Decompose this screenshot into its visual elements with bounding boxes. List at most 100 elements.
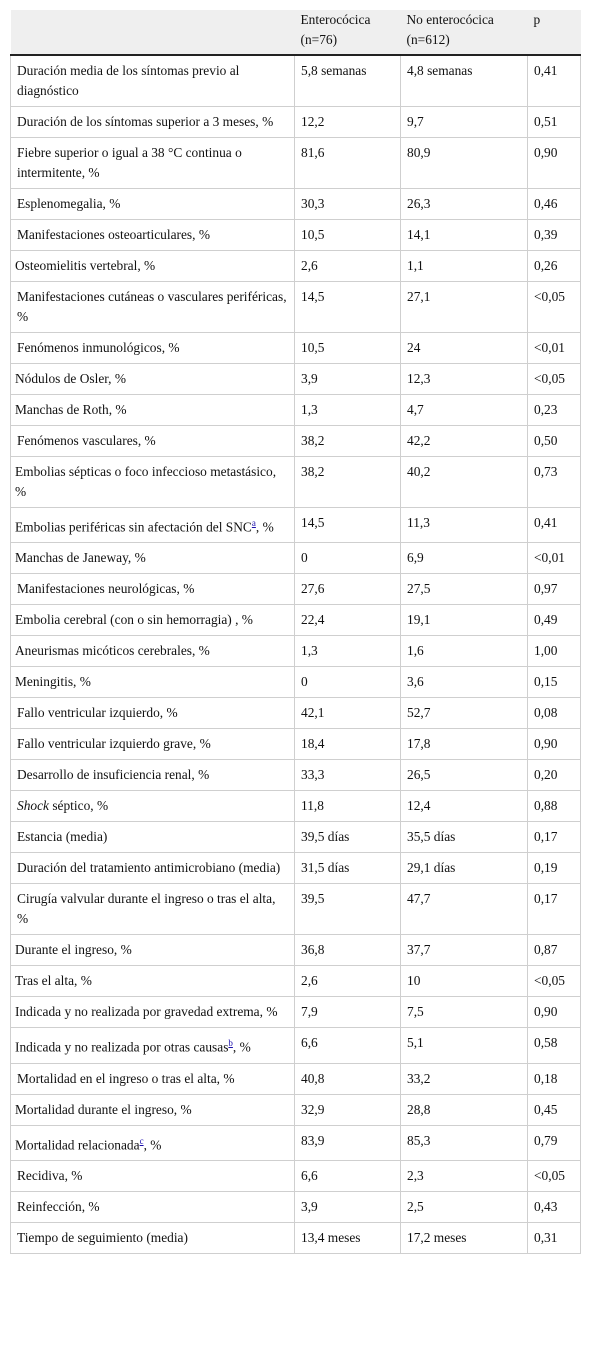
p-value: <0,05 (527, 965, 581, 998)
table-row: Mortalidad relacionadac, % 83,9 85,3 0,79 (10, 1124, 581, 1162)
table-row: Durante el ingreso, % 36,8 37,7 0,87 (10, 934, 581, 967)
table-row: Manifestaciones neurológicas, % 27,6 27,5 0… (10, 573, 581, 606)
row-label: Cirugía valvular durante el ingreso o tr… (10, 883, 295, 936)
value-non-enterococcal: 10 (400, 965, 528, 998)
value-non-enterococcal: 2,3 (400, 1160, 528, 1193)
value-non-enterococcal: 47,7 (400, 883, 528, 936)
value-non-enterococcal: 1,6 (400, 635, 528, 668)
p-value: 0,39 (527, 219, 581, 251)
value-non-enterococcal: 2,5 (400, 1191, 528, 1224)
p-value: 0,58 (527, 1027, 581, 1064)
value-enterococcal: 31,5 días (294, 852, 401, 885)
row-label: Recidiva, % (10, 1160, 295, 1193)
value-enterococcal: 39,5 (294, 883, 401, 936)
table-header-row: Enterocócica (n=76) No enterocócica (n=6… (10, 10, 581, 56)
table-row: Fenómenos inmunológicos, % 10,5 24 <0,01 (10, 332, 581, 364)
value-non-enterococcal: 35,5 días (400, 821, 528, 854)
table-row: Indicada y no realizada por otras causas… (10, 1027, 581, 1064)
p-value: 0,43 (527, 1191, 581, 1224)
p-value: 0,90 (527, 728, 581, 761)
value-non-enterococcal: 80,9 (400, 137, 528, 189)
value-non-enterococcal: 5,1 (400, 1027, 528, 1064)
row-label-text: Mortalidad relacionada (15, 1137, 140, 1153)
table-row: Nódulos de Osler, % 3,9 12,3 <0,05 (10, 363, 581, 395)
footnote-link[interactable]: c (139, 1135, 144, 1146)
p-value: 0,46 (527, 188, 581, 220)
value-non-enterococcal: 26,3 (400, 188, 528, 220)
value-non-enterococcal: 24 (400, 332, 528, 364)
p-value: <0,05 (527, 363, 581, 395)
row-label-text: Embolias periféricas sin afectación del … (15, 519, 252, 535)
row-label: Indicada y no realizada por otras causas… (10, 1027, 295, 1064)
table-row: Shock séptico, % 11,8 12,4 0,88 (10, 790, 581, 823)
value-enterococcal: 83,9 (294, 1124, 401, 1162)
table-row: Reinfección, % 3,9 2,5 0,43 (10, 1191, 581, 1224)
p-value: 0,08 (527, 697, 581, 730)
footnote-link[interactable]: b (228, 1038, 233, 1049)
row-label: Fiebre superior o igual a 38 °C continua… (10, 137, 295, 189)
p-value: 0,97 (527, 573, 581, 606)
table-row: Tiempo de seguimiento (media) 13,4 meses 1… (10, 1222, 581, 1255)
value-non-enterococcal: 4,8 semanas (400, 54, 528, 107)
value-non-enterococcal: 28,8 (400, 1093, 528, 1126)
table-row: Osteomielitis vertebral, % 2,6 1,1 0,26 (10, 250, 581, 282)
row-label-suffix: , % (143, 1137, 162, 1153)
p-value: 0,79 (527, 1124, 581, 1162)
value-enterococcal: 5,8 semanas (294, 54, 401, 107)
table-row: Manchas de Roth, % 1,3 4,7 0,23 (10, 394, 581, 426)
value-enterococcal: 18,4 (294, 728, 401, 761)
table-row: Cirugía valvular durante el ingreso o tr… (10, 883, 581, 936)
value-enterococcal: 33,3 (294, 759, 401, 792)
row-label: Fallo ventricular izquierdo, % (10, 697, 295, 730)
row-label: Meningitis, % (10, 666, 295, 699)
value-enterococcal: 3,9 (294, 1191, 401, 1224)
row-label: Manchas de Janeway, % (10, 542, 295, 575)
table-row: Duración del tratamiento antimicrobiano … (10, 852, 581, 885)
row-label-italic: Shock (17, 798, 49, 814)
p-value: 0,49 (527, 604, 581, 637)
value-enterococcal: 36,8 (294, 934, 401, 967)
value-enterococcal: 0 (294, 666, 401, 699)
value-non-enterococcal: 6,9 (400, 542, 528, 575)
row-label: Manifestaciones neurológicas, % (10, 573, 295, 606)
p-value: 0,23 (527, 394, 581, 426)
value-enterococcal: 2,6 (294, 250, 401, 282)
row-label: Nódulos de Osler, % (10, 363, 295, 395)
value-non-enterococcal: 3,6 (400, 666, 528, 699)
row-label: Estancia (media) (10, 821, 295, 854)
value-non-enterococcal: 37,7 (400, 934, 528, 967)
value-enterococcal: 7,9 (294, 996, 401, 1029)
value-non-enterococcal: 33,2 (400, 1062, 528, 1095)
value-non-enterococcal: 27,5 (400, 573, 528, 606)
row-label: Desarrollo de insuficiencia renal, % (10, 759, 295, 792)
row-label: Osteomielitis vertebral, % (10, 250, 295, 282)
p-value: <0,05 (527, 1160, 581, 1193)
table-row: Estancia (media) 39,5 días 35,5 días 0,17 (10, 821, 581, 854)
value-enterococcal: 1,3 (294, 635, 401, 668)
row-label: Embolias sépticas o foco infeccioso meta… (10, 456, 295, 508)
row-label: Embolias periféricas sin afectación del … (10, 506, 295, 544)
footnote-link[interactable]: a (251, 518, 256, 528)
p-value: 0,26 (527, 250, 581, 282)
p-value: 0,18 (527, 1062, 581, 1095)
value-enterococcal: 13,4 meses (294, 1222, 401, 1255)
row-label-suffix: séptico, % (48, 798, 109, 814)
row-label: Reinfección, % (10, 1191, 295, 1224)
table-row: Manifestaciones osteoarticulares, % 10,5 1… (10, 219, 581, 251)
row-label: Embolia cerebral (con o sin hemorragia) … (10, 604, 295, 637)
value-non-enterococcal: 1,1 (400, 250, 528, 282)
value-non-enterococcal: 42,2 (400, 425, 528, 457)
value-non-enterococcal: 11,3 (400, 506, 528, 544)
value-enterococcal: 42,1 (294, 697, 401, 730)
value-enterococcal: 2,6 (294, 965, 401, 998)
value-non-enterococcal: 17,8 (400, 728, 528, 761)
value-enterococcal: 81,6 (294, 137, 401, 189)
header-empty-cell (10, 10, 295, 56)
row-label: Aneurismas micóticos cerebrales, % (10, 635, 295, 668)
row-label: Fallo ventricular izquierdo grave, % (10, 728, 295, 761)
table-row: Esplenomegalia, % 30,3 26,3 0,46 (10, 188, 581, 220)
value-enterococcal: 27,6 (294, 573, 401, 606)
row-label: Tras el alta, % (10, 965, 295, 998)
table-row: Aneurismas micóticos cerebrales, % 1,3 1,6… (10, 635, 581, 668)
row-label-suffix: , % (232, 1039, 251, 1055)
